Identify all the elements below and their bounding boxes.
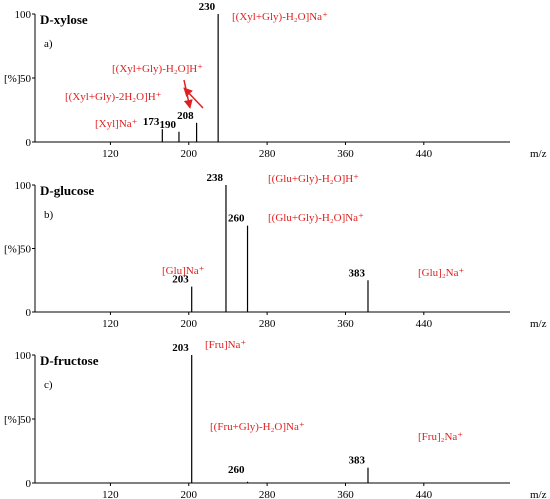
x-tick-label: 280 [259,318,276,330]
x-tick-label: 280 [259,489,276,499]
x-tick-label: 440 [416,148,433,160]
y-tick-label: 100 [15,9,32,21]
annotation: [(Xyl+Gly)-H₂O]Na⁺ [232,11,328,23]
annotation: [(Xyl+Gly)-H₂O]H⁺ [112,63,203,75]
peak-label: 173 [143,116,160,128]
y-tick-label: 50 [20,244,32,256]
y-axis-label: [%] [4,244,21,256]
x-tick-label: 360 [337,489,354,499]
y-tick-label: 0 [26,478,32,490]
peak-label: 383 [348,455,365,467]
annotation: [Fru]Na⁺ [205,339,246,351]
x-tick-label: 360 [337,148,354,160]
x-tick-label: 120 [102,489,119,499]
x-tick-label: 120 [102,148,119,160]
panel-label: c) [44,379,53,391]
annotation: [Fru]₂Na⁺ [418,431,463,443]
peak-label: 190 [159,119,176,131]
panel-label: a) [44,38,53,50]
annotation: [(Glu+Gly)-H₂O]Na⁺ [268,212,364,224]
y-tick-label: 0 [26,137,32,149]
x-tick-label: 200 [181,148,198,160]
peak-label: 260 [228,213,245,225]
y-tick-label: 100 [15,350,32,362]
panel-label: b) [44,209,54,221]
panel-title: D-fructose [40,353,99,368]
peak-label: 383 [348,267,365,279]
x-tick-label: 360 [337,318,354,330]
peak-label: 203 [172,274,189,286]
x-axis-label: m/z [530,318,547,330]
annotation: [Glu]Na⁺ [162,265,205,277]
annotation: [(Glu+Gly)-H₂O]H⁺ [268,173,359,185]
x-tick-label: 440 [416,489,433,499]
annotation: [Glu]₂Na⁺ [418,267,464,279]
peak-label: 230 [199,1,216,13]
x-tick-label: 200 [181,318,198,330]
y-tick-label: 0 [26,307,32,319]
panel-title: D-xylose [40,12,88,27]
x-axis-label: m/z [530,148,547,160]
peak-label: 238 [206,172,223,184]
annotation: [(Xyl+Gly)-2H₂O]H⁺ [65,91,162,103]
panel-title: D-glucose [40,183,94,198]
peak-label: 203 [172,342,189,354]
y-axis-label: [%] [4,414,21,426]
arrow [183,79,193,109]
peak-label: 208 [177,110,194,122]
y-tick-label: 100 [15,180,32,192]
x-tick-label: 120 [102,318,119,330]
annotation: [Xyl]Na⁺ [95,118,138,130]
peak-label: 260 [228,464,245,476]
x-tick-label: 280 [259,148,276,160]
y-tick-label: 50 [20,414,32,426]
annotation: [(Fru+Gly)-H₂O]Na⁺ [210,421,305,433]
x-tick-label: 200 [181,489,198,499]
x-tick-label: 440 [416,318,433,330]
y-axis-label: [%] [4,73,21,85]
y-tick-label: 50 [20,73,32,85]
x-axis-label: m/z [530,489,547,499]
